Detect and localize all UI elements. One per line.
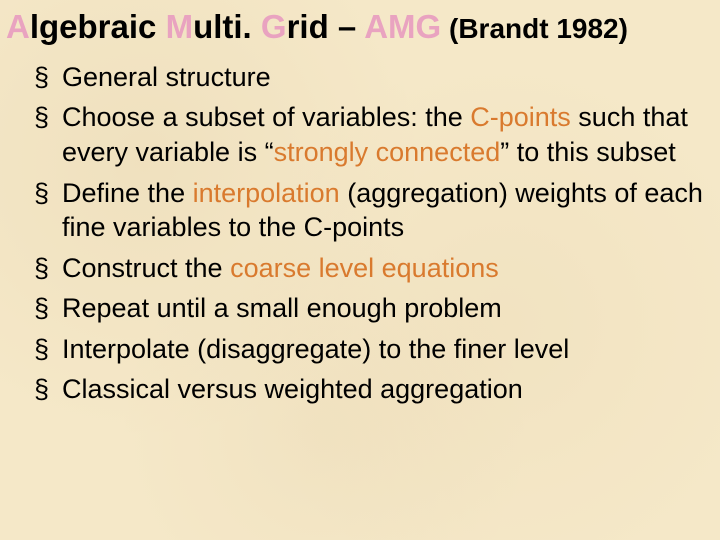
bullet-item: General structure — [34, 60, 706, 95]
bullet-text-highlight: interpolation — [193, 178, 340, 208]
bullet-text: Repeat until a small enough problem — [62, 293, 502, 323]
title-frag-rid: rid – — [287, 8, 365, 45]
title-letter-a: A — [6, 8, 30, 45]
title-frag-lgebraic: lgebraic — [30, 8, 166, 45]
bullet-item: Construct the coarse level equations — [34, 251, 706, 286]
bullet-item: Classical versus weighted aggregation — [34, 372, 706, 407]
title-letter-m: M — [166, 8, 194, 45]
title-amg: AMG — [364, 8, 441, 45]
bullet-text: Construct the — [62, 253, 230, 283]
title-letter-g: G — [261, 8, 287, 45]
bullet-text-highlight: coarse level equations — [230, 253, 499, 283]
bullet-text: ” to this subset — [500, 137, 676, 167]
title-sub: (Brandt 1982) — [441, 13, 628, 44]
slide: Algebraic Multi. Grid – AMG (Brandt 1982… — [0, 0, 720, 540]
slide-title: Algebraic Multi. Grid – AMG (Brandt 1982… — [6, 8, 706, 46]
bullet-item: Interpolate (disaggregate) to the finer … — [34, 332, 706, 367]
bullet-text: Define the — [62, 178, 193, 208]
bullet-text: General structure — [62, 62, 271, 92]
bullet-text: “ — [265, 137, 274, 167]
bullet-item: Define the interpolation (aggregation) w… — [34, 176, 706, 245]
bullet-list: General structure Choose a subset of vari… — [6, 60, 706, 407]
bullet-text-highlight: strongly connected — [274, 137, 501, 167]
bullet-item: Choose a subset of variables: the C-poin… — [34, 100, 706, 169]
bullet-text-highlight: C-points — [470, 102, 571, 132]
title-frag-ulti: ulti. — [193, 8, 261, 45]
bullet-text: Classical versus weighted aggregation — [62, 374, 523, 404]
bullet-text: Choose a subset of variables: the — [62, 102, 470, 132]
bullet-text: Interpolate (disaggregate) to the finer … — [62, 334, 569, 364]
bullet-item: Repeat until a small enough problem — [34, 291, 706, 326]
